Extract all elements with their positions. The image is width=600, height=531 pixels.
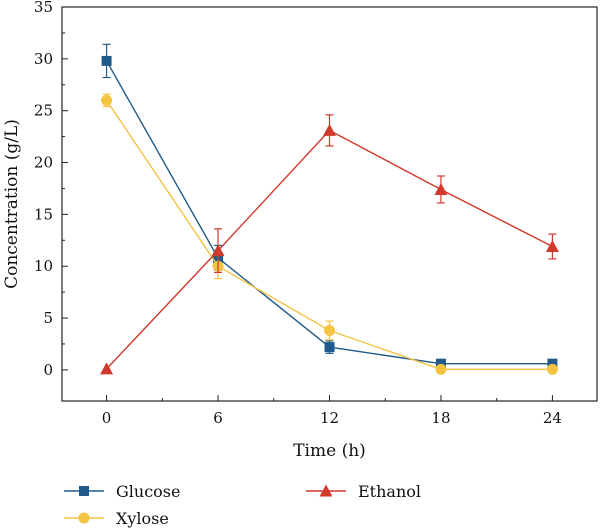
- legend: Glucose Xylose Ethanol: [64, 482, 421, 528]
- legend-item-xylose: Xylose: [64, 509, 169, 528]
- x-axis: 0 6 12 18 24: [102, 395, 562, 427]
- glucose-point: [547, 358, 558, 369]
- series-layer: [100, 43, 559, 375]
- y-tick-label: 30: [34, 50, 53, 68]
- legend-marker: [79, 486, 89, 496]
- ethanol-point: [100, 362, 114, 375]
- x-tick-label: 6: [213, 409, 223, 427]
- y-tick-label: 25: [34, 102, 53, 120]
- x-tick-label: 24: [543, 409, 562, 427]
- legend-label-ethanol: Ethanol: [358, 482, 421, 501]
- y-tick-label: 15: [34, 205, 53, 223]
- x-axis-title: Time (h): [293, 441, 366, 461]
- legend-marker: [78, 512, 90, 524]
- series-glucose: [101, 43, 558, 369]
- legend-label-glucose: Glucose: [116, 482, 180, 501]
- y-tick-label: 0: [43, 361, 53, 379]
- y-tick-label: 10: [34, 257, 53, 275]
- legend-item-glucose: Glucose: [64, 482, 180, 501]
- glucose-point: [324, 342, 335, 353]
- x-tick-label: 18: [431, 409, 450, 427]
- ethanol-point: [545, 240, 559, 253]
- series-xylose: [101, 93, 558, 375]
- y-tick-label: 35: [34, 0, 53, 16]
- series-ethanol: [100, 114, 559, 375]
- glucose-point: [101, 55, 112, 66]
- ethanol-point: [434, 182, 448, 195]
- xylose-point: [324, 324, 335, 336]
- legend-item-ethanol: Ethanol: [306, 482, 421, 501]
- ethanol-point: [211, 244, 225, 257]
- y-tick-label: 5: [43, 309, 53, 327]
- y-tick-label: 20: [34, 154, 53, 172]
- legend-label-xylose: Xylose: [116, 509, 169, 528]
- legend-marker: [319, 484, 333, 497]
- ethanol-point: [323, 123, 336, 136]
- y-axis-title: Concentration (g/L): [2, 119, 22, 289]
- xylose-point: [546, 363, 558, 375]
- x-tick-label: 12: [320, 409, 339, 427]
- x-tick-label: 0: [102, 409, 112, 427]
- xylose-point: [435, 363, 447, 375]
- xylose-point: [101, 94, 113, 106]
- y-axis: 0 5 10 15 20 25 30 35: [34, 0, 68, 379]
- glucose-point: [435, 358, 446, 369]
